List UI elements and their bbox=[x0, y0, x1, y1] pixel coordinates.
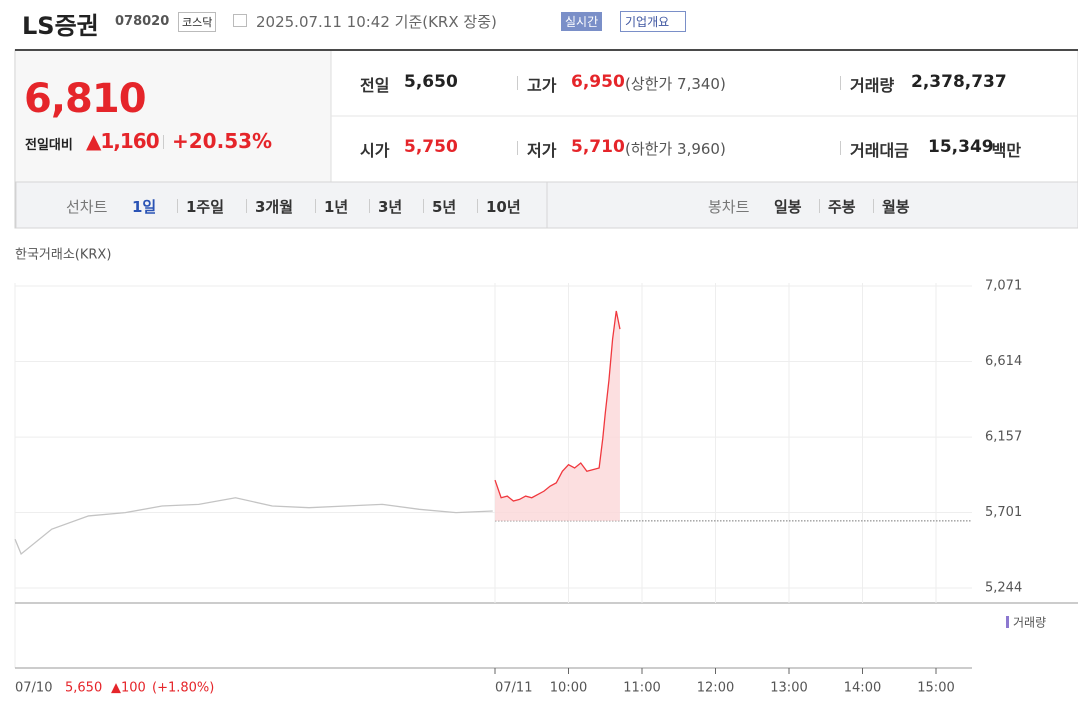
tab[interactable]: 1주일 bbox=[186, 198, 225, 216]
quote-note: (하한가 3,960) bbox=[625, 140, 726, 158]
quote-note: (상한가 7,340) bbox=[625, 75, 726, 93]
area bbox=[495, 310, 620, 521]
quote-unit: 백만 bbox=[991, 141, 1022, 160]
x-tick-label: 15:00 bbox=[917, 681, 954, 696]
y-tick-label: 5,701 bbox=[985, 505, 1022, 520]
separator bbox=[246, 199, 247, 213]
y-tick-label: 6,614 bbox=[985, 354, 1022, 369]
tab[interactable]: 일봉 bbox=[774, 198, 802, 216]
separator bbox=[177, 199, 178, 213]
quote-label: 저가 bbox=[527, 141, 557, 160]
datetime: 2025.07.11 10:42 기준(KRX 장중) bbox=[256, 13, 497, 31]
price-line bbox=[494, 310, 621, 502]
price-box bbox=[16, 51, 331, 182]
tab[interactable]: 3년 bbox=[378, 198, 403, 216]
tab[interactable]: 1일 bbox=[132, 198, 157, 216]
company-info-button[interactable]: 기업개요 bbox=[620, 11, 687, 32]
x-tick-label: 07/11 bbox=[495, 681, 532, 696]
tab[interactable]: 3개월 bbox=[255, 198, 294, 216]
quote-value: 2,378,737 bbox=[911, 72, 1007, 92]
separator bbox=[369, 199, 370, 213]
price: 6,810 bbox=[24, 76, 147, 122]
y-tick-label: 7,071 bbox=[985, 279, 1022, 294]
quote-value: 5,710 bbox=[571, 137, 625, 157]
prev-date: 07/10 bbox=[15, 681, 52, 696]
stock-name: LS증권 bbox=[22, 12, 99, 40]
separator bbox=[840, 76, 841, 90]
market-tag: 코스닥 bbox=[178, 12, 217, 32]
source: 한국거래소(KRX) bbox=[15, 248, 111, 263]
separator bbox=[873, 199, 874, 213]
quote-label: 고가 bbox=[527, 76, 557, 95]
tab[interactable]: 1년 bbox=[324, 198, 349, 216]
calendar-icon bbox=[233, 14, 247, 27]
realtime-button[interactable]: 실시간 bbox=[561, 12, 603, 31]
quote-label: 거래대금 bbox=[850, 141, 909, 160]
separator bbox=[423, 199, 424, 213]
quote-label: 거래량 bbox=[850, 76, 895, 95]
price-line bbox=[14, 497, 493, 556]
x-tick-label: 11:00 bbox=[623, 681, 660, 696]
separator bbox=[315, 199, 316, 213]
separator bbox=[163, 135, 164, 149]
x-tick-label: 13:00 bbox=[770, 681, 807, 696]
change: ▲1,160 bbox=[86, 129, 160, 153]
quote-value: 5,650 bbox=[404, 72, 458, 92]
quote-value: 15,349 bbox=[928, 137, 994, 157]
quote-label: 시가 bbox=[360, 141, 390, 160]
prev-change-pct: (+1.80%) bbox=[152, 681, 214, 696]
tab[interactable]: 5년 bbox=[432, 198, 457, 216]
legend-swatch bbox=[1006, 616, 1009, 628]
separator bbox=[819, 199, 820, 213]
change-pct: +20.53% bbox=[172, 129, 273, 153]
prev-change: ▲100 bbox=[111, 681, 146, 696]
change-label: 전일대비 bbox=[25, 138, 73, 153]
stock-code: 078020 bbox=[115, 14, 170, 29]
separator bbox=[517, 76, 518, 90]
volume-legend: 거래량 bbox=[1013, 616, 1046, 630]
x-tick-label: 12:00 bbox=[697, 681, 734, 696]
quote-value: 5,750 bbox=[404, 137, 458, 157]
y-tick-label: 6,157 bbox=[985, 430, 1022, 445]
quote-label: 전일 bbox=[360, 76, 390, 95]
tab[interactable]: 월봉 bbox=[882, 198, 910, 216]
x-tick-label: 14:00 bbox=[844, 681, 881, 696]
separator bbox=[517, 141, 518, 155]
tab[interactable]: 10년 bbox=[486, 198, 521, 216]
tab-group-label: 봉차트 bbox=[708, 198, 750, 216]
y-tick-label: 5,244 bbox=[985, 581, 1022, 596]
tab[interactable]: 주봉 bbox=[828, 198, 856, 216]
tab-group-label: 선차트 bbox=[66, 198, 108, 216]
prev-close: 5,650 bbox=[65, 681, 102, 696]
quote-value: 6,950 bbox=[571, 72, 625, 92]
separator bbox=[840, 141, 841, 155]
separator bbox=[477, 199, 478, 213]
x-tick-label: 10:00 bbox=[550, 681, 587, 696]
